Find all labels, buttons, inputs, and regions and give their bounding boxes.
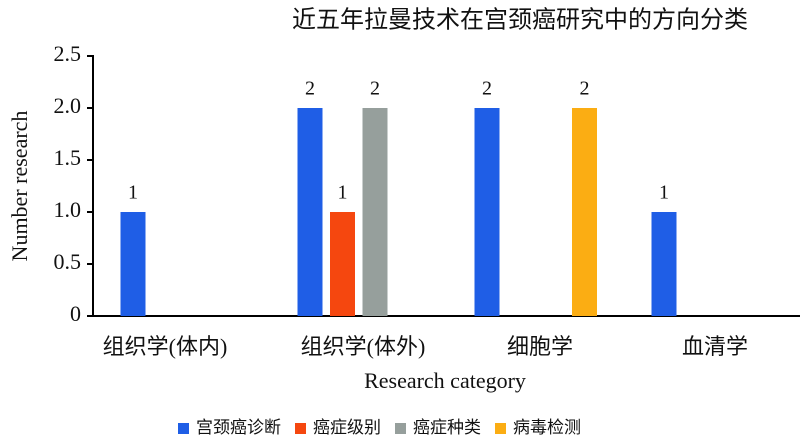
bar bbox=[572, 108, 597, 316]
legend-swatch bbox=[295, 423, 306, 434]
legend-swatch bbox=[495, 423, 506, 434]
legend-label: 癌症级别 bbox=[313, 418, 381, 437]
bar bbox=[330, 212, 355, 316]
bar bbox=[651, 212, 677, 316]
x-axis-label: Research category bbox=[364, 368, 526, 393]
x-tick-label: 组织学(体外) bbox=[301, 334, 426, 359]
x-tick-label: 血清学 bbox=[682, 334, 748, 359]
data-label: 1 bbox=[659, 182, 669, 204]
data-label: 2 bbox=[305, 78, 315, 100]
data-label: 2 bbox=[580, 78, 590, 100]
data-label: 2 bbox=[482, 78, 492, 100]
y-tick-label: 2.5 bbox=[54, 41, 82, 66]
legend-label: 病毒检测 bbox=[513, 418, 581, 437]
legend-swatch bbox=[178, 423, 189, 434]
data-label: 1 bbox=[128, 182, 138, 204]
bar bbox=[362, 108, 388, 316]
y-tick-label: 0.5 bbox=[54, 249, 82, 274]
x-tick-label: 细胞学 bbox=[507, 334, 573, 359]
data-label: 2 bbox=[370, 78, 380, 100]
y-tick-label: 0 bbox=[70, 301, 81, 326]
legend-swatch bbox=[395, 423, 406, 434]
y-tick-label: 2.0 bbox=[54, 93, 82, 118]
legend-label: 癌症种类 bbox=[413, 418, 481, 437]
legend-label: 宫颈癌诊断 bbox=[196, 418, 281, 437]
y-axis-label: Number research bbox=[7, 111, 32, 262]
y-tick-label: 1.5 bbox=[54, 145, 82, 170]
x-tick-label: 组织学(体内) bbox=[103, 334, 228, 359]
bar bbox=[474, 108, 500, 316]
chart-title: 近五年拉曼技术在宫颈癌研究中的方向分类 bbox=[292, 7, 748, 34]
y-tick-label: 1.0 bbox=[54, 197, 82, 222]
bar bbox=[297, 108, 323, 316]
data-label: 1 bbox=[338, 182, 348, 204]
bar bbox=[120, 212, 146, 316]
